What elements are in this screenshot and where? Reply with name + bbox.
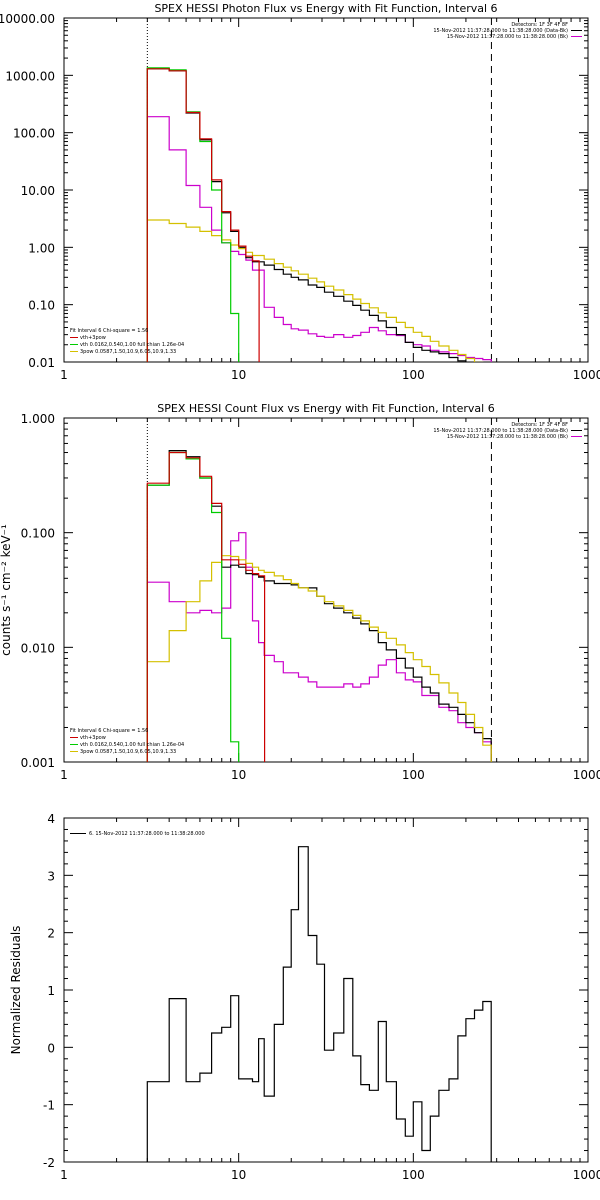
y-tick-label: 1000.00 — [5, 69, 55, 83]
x-tick-label: 1 — [60, 768, 68, 782]
legend-bottom-text: 3pow 0.0587,1.50,10.9,6.05,10.9,1.33 — [80, 349, 176, 355]
plot-frame — [63, 817, 589, 1163]
y-axis-label: counts s⁻¹ cm⁻² keV⁻¹ — [0, 524, 13, 656]
series-3pow — [146, 219, 484, 362]
series-data-bk — [146, 68, 467, 362]
legend-top-text: Detectors: 1F 3F 4F 8F — [511, 422, 568, 428]
legend-bottom-text: Fit Interval 6 Chi-square = 1.56 — [70, 728, 148, 734]
x-tick-label: 10 — [231, 368, 246, 382]
x-tick-label: 100 — [402, 1168, 425, 1182]
y-tick-label: 3 — [47, 869, 55, 883]
x-tick-label: 100 — [402, 368, 425, 382]
series-3pow — [146, 555, 492, 762]
legend-bottom-text: vth+3pow — [80, 735, 106, 741]
y-tick-label: 0.100 — [21, 527, 55, 541]
x-tick-label: 100 — [402, 768, 425, 782]
series-bk — [146, 116, 492, 362]
series-vth — [146, 67, 240, 362]
y-tick-label: 1.000 — [21, 412, 55, 426]
y-tick-label: 0 — [47, 1041, 55, 1055]
y-tick-label: 0.01 — [28, 356, 55, 370]
series-bk — [146, 532, 492, 762]
y-tick-label: 0.10 — [28, 299, 55, 313]
legend-text: 6. 15-Nov-2012 11:37:28.000 to 11:38:28.… — [89, 831, 205, 837]
plot-frame — [63, 17, 589, 363]
y-tick-label: 4 — [47, 812, 55, 826]
photon-flux-panel: SPEX HESSI Photon Flux vs Energy with Fi… — [0, 2, 600, 382]
count-flux-panel: SPEX HESSI Count Flux vs Energy with Fit… — [0, 402, 600, 782]
legend-top-text: 15-Nov-2012 11:37:28.000 to 11:38:28.000… — [447, 434, 568, 440]
count-flux-title: SPEX HESSI Count Flux vs Energy with Fit… — [157, 402, 494, 415]
x-tick-label: 1 — [60, 1168, 68, 1182]
y-tick-label: 0.001 — [21, 756, 55, 770]
y-tick-label: 100.00 — [13, 127, 55, 141]
legend-bottom-text: vth 0.0162,0.540,1.00 full chian 1.26e-0… — [80, 342, 184, 348]
legend-bottom-text: vth+3pow — [80, 335, 106, 341]
x-tick-label: 1000 — [573, 368, 600, 382]
residuals-panel: 1 10 100 1000 -2 -1 0 1 2 3 4 Normalized Residuals 6… — [9, 812, 600, 1182]
legend-top-text: 15-Nov-2012 11:37:28.000 to 11:38:28.000… — [447, 34, 568, 40]
series-vth-3pow — [146, 68, 260, 362]
series-data-bk — [146, 450, 492, 762]
legend-top-text: 15-Nov-2012 11:37:28.000 to 11:38:28.000… — [433, 428, 568, 434]
series-vth — [146, 451, 240, 762]
x-tick-label: 1000 — [573, 768, 600, 782]
x-tick-label: 10 — [231, 1168, 246, 1182]
y-tick-label: 1 — [47, 984, 55, 998]
y-tick-label: -1 — [43, 1099, 55, 1113]
photon-flux-title: SPEX HESSI Photon Flux vs Energy with Fi… — [154, 2, 497, 15]
series-vth-3pow — [146, 451, 266, 762]
legend-top-text: Detectors: 1F 3F 4F 8F — [511, 22, 568, 28]
y-tick-label: -2 — [43, 1156, 55, 1170]
y-tick-label: 1.00 — [28, 241, 55, 255]
x-tick-label: 10 — [231, 768, 246, 782]
y-tick-label: 0.010 — [21, 641, 55, 655]
plot-frame — [63, 417, 589, 763]
y-tick-label: 2 — [47, 927, 55, 941]
series-6-15-nov-2012-11-37-28-000-to-11-38-28-000 — [146, 846, 492, 1162]
x-tick-label: 1 — [60, 368, 68, 382]
y-tick-label: 10.00 — [21, 184, 55, 198]
legend-bottom-text: 3pow 0.0587,1.50,10.9,6.05,10.9,1.33 — [80, 749, 176, 755]
y-axis-label: Normalized Residuals — [9, 926, 23, 1055]
legend-top-text: 15-Nov-2012 11:37:28.000 to 11:38:28.000… — [433, 28, 568, 34]
legend-bottom-text: Fit Interval 6 Chi-square = 1.56 — [70, 328, 148, 334]
x-tick-label: 1000 — [573, 1168, 600, 1182]
legend-bottom-text: vth 0.0162,0.540,1.00 full chian 1.26e-0… — [80, 742, 184, 748]
y-tick-label: 10000.00 — [0, 12, 55, 26]
